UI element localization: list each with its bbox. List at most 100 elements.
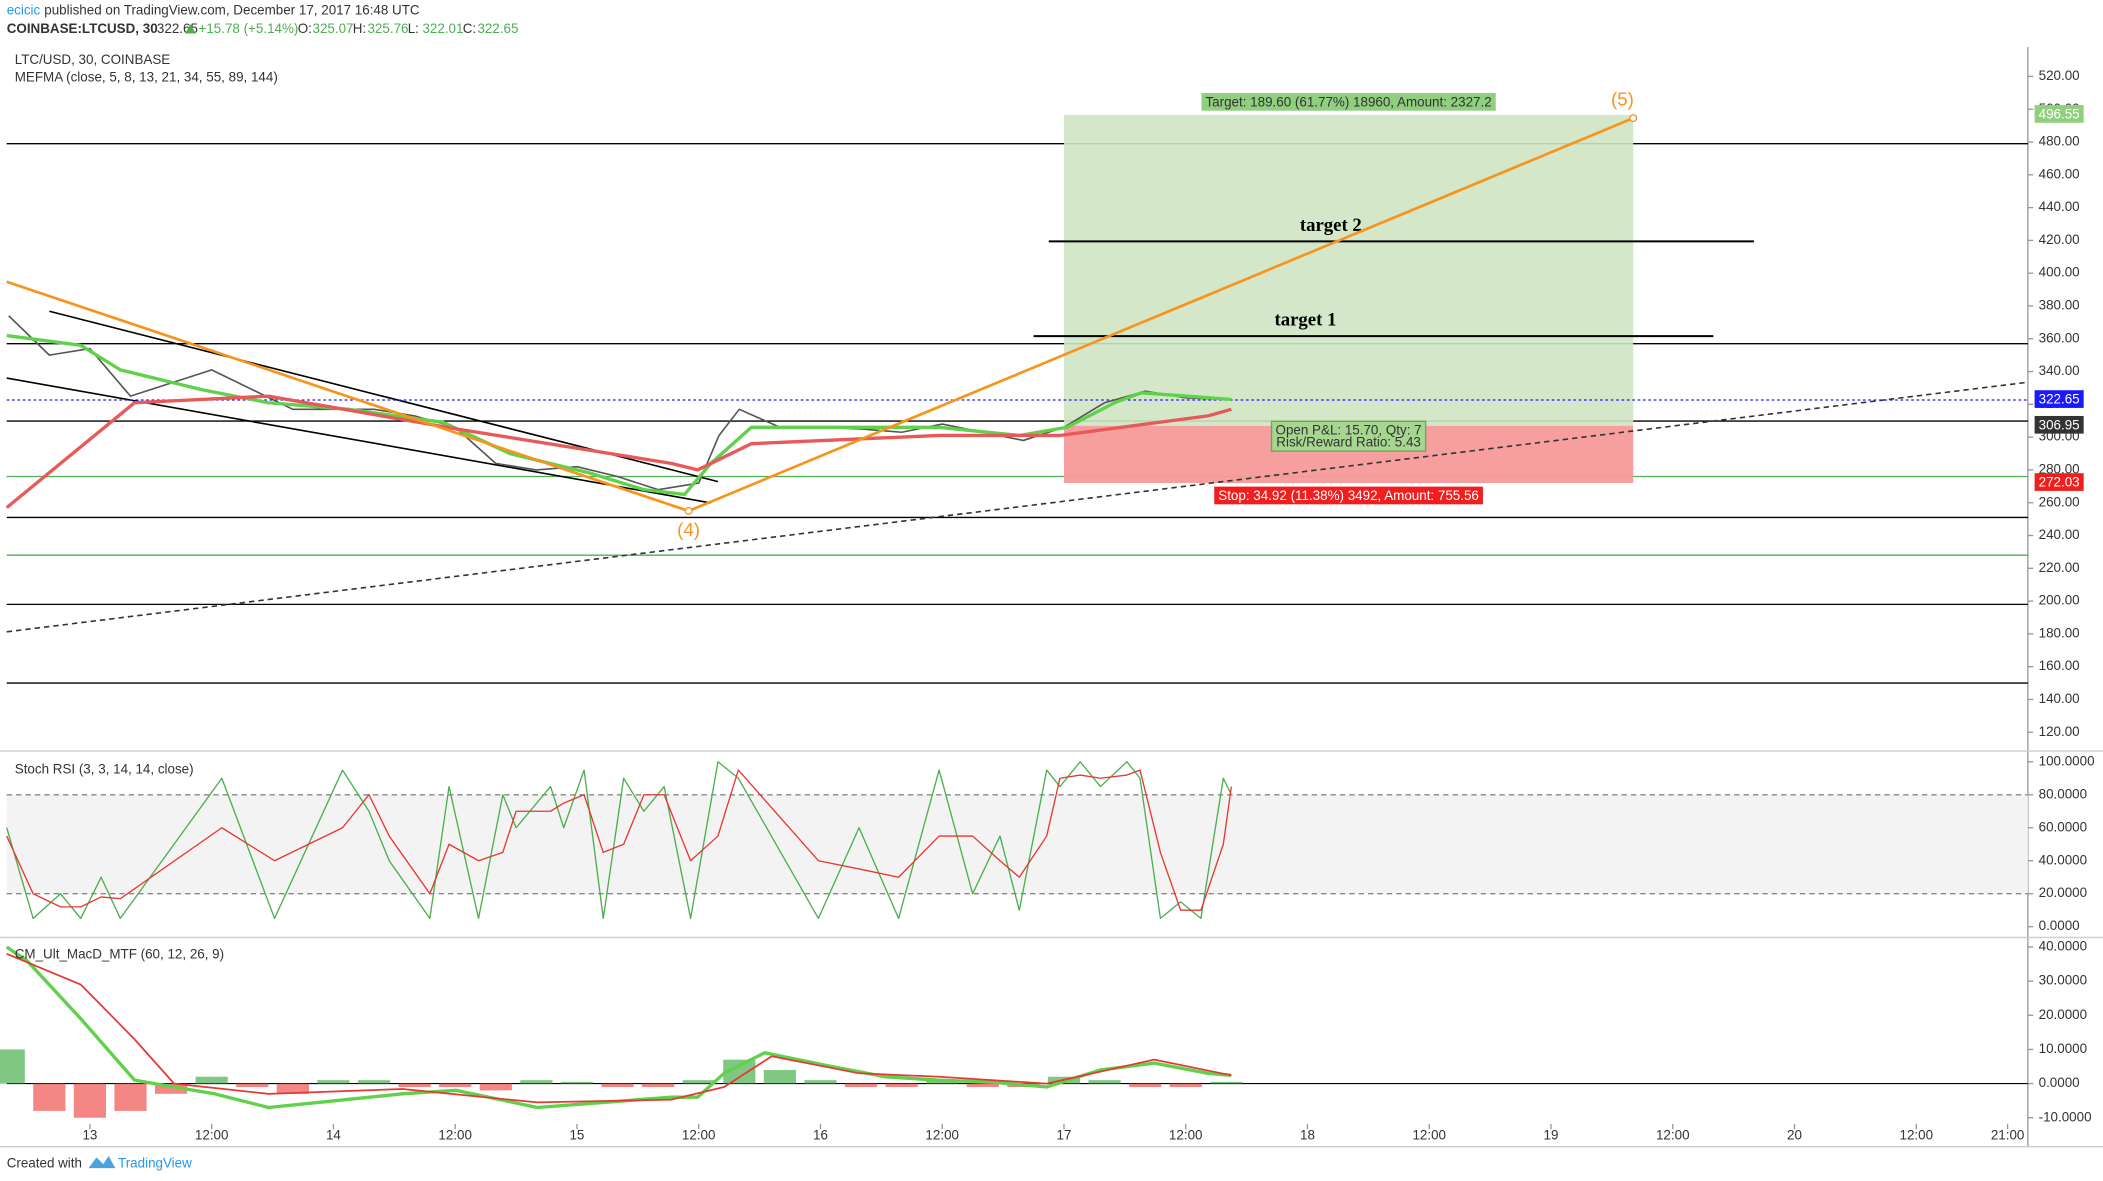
histogram-bar [966,1083,999,1087]
y-tick-label: 260.00 [2039,494,2080,509]
x-tick-label: 14 [326,1127,341,1142]
series-line [5,394,1232,509]
symbol: COINBASE:LTCUSD, 30 [7,21,158,36]
histogram-bar [73,1083,107,1118]
x-tick-label: 16 [813,1127,828,1142]
x-tick-label: 21:00 [1991,1127,2025,1142]
x-tick-label: 13 [82,1127,97,1142]
label-box [2034,415,2084,434]
histogram-bar [154,1083,188,1094]
y-tick-label: 200.00 [2039,593,2080,608]
x-tick-label: 12:00 [682,1127,716,1142]
target-label: target 1 [1274,310,1336,331]
panel-title: CM_Ult_MacD_MTF (60, 12, 26, 9) [15,946,224,961]
histogram-bar [1210,1081,1243,1084]
x-tick-label: 12:00 [1412,1127,1446,1142]
ohlc-key: C: [463,21,476,36]
ohlc-value: 325.07 [312,21,353,36]
author[interactable]: ecicic [7,2,41,17]
series-line [6,953,1232,1104]
stop-label: Stop: 34.92 (11.38%) 3492, Amount: 755.5… [1218,488,1479,503]
histogram-bar [236,1083,269,1087]
panel-subtitle: MEFMA (close, 5, 8, 13, 21, 34, 55, 89, … [15,69,278,84]
y-tick-label: 0.0000 [2039,1075,2080,1090]
panel-title: Stoch RSI (3, 3, 14, 14, close) [15,761,194,776]
y-tick-label: 400.00 [2039,265,2080,280]
histogram-bar [844,1083,878,1087]
x-tick-label: 20 [1787,1127,1802,1142]
target-label: Target: 189.60 (61.77%) 18960, Amount: 2… [1205,94,1491,109]
x-tick-label: 12:00 [195,1127,229,1142]
y-tick-label: 60.0000 [2039,819,2087,834]
label-box [2034,390,2084,408]
x-tick-label: 15 [569,1127,584,1142]
histogram-bar [804,1080,837,1084]
y-tick-label: 420.00 [2039,232,2080,247]
histogram-bar [357,1080,391,1084]
footer-created: Created with [7,1156,82,1171]
y-tick-label: 80.0000 [2039,786,2087,801]
histogram-bar [276,1083,309,1094]
y-tick-label: 340.00 [2039,363,2080,378]
histogram-bar [520,1080,553,1084]
ohlc-value: 325.76 [367,21,408,36]
up-icon [185,24,196,34]
series-line [8,315,1227,491]
y-tick-label: 0.0000 [2039,918,2080,933]
target-label: target 2 [1300,215,1362,236]
histogram-bar [560,1081,594,1084]
x-tick-label: 17 [1057,1127,1072,1142]
label-box [1214,486,1483,505]
histogram-bar [682,1080,715,1084]
histogram-bar [439,1083,472,1087]
price-tag: 272.03 [2039,475,2080,490]
y-tick-label: 440.00 [2039,199,2080,214]
series-line [6,761,1232,920]
y-tick-label: 40.0000 [2039,852,2087,867]
footer-brand[interactable]: TradingView [118,1156,192,1171]
label-box [1201,93,1496,111]
histogram-bar [885,1083,918,1087]
histogram-bar [642,1083,675,1087]
trendline [6,381,2028,633]
published-note: published on TradingView.com, December 1… [44,2,420,17]
price-tag: 306.95 [2039,417,2080,432]
ohlc-value: 322.01 [422,21,463,36]
series-line [6,769,1233,911]
histogram-bar [763,1069,796,1084]
wave-point [1629,114,1638,123]
wave-label: (4) [677,519,700,540]
x-tick-label: 12:00 [1899,1127,1933,1142]
logo [88,1156,116,1169]
y-tick-label: 140.00 [2039,691,2080,706]
y-tick-label: 100.0000 [2039,753,2095,768]
histogram-bar [398,1083,431,1087]
y-tick-label: 180.00 [2039,625,2080,640]
y-tick-label: 520.00 [2039,68,2080,83]
y-tick-label: 360.00 [2039,330,2080,345]
y-tick-label: 280.00 [2039,461,2080,476]
y-tick-label: 10.0000 [2039,1041,2087,1056]
x-tick-label: 12:00 [438,1127,472,1142]
band [6,794,2028,894]
price-tag: 496.55 [2039,106,2080,121]
x-tick-label: 12:00 [925,1127,959,1142]
ohlc-value: 322.65 [477,21,518,36]
wave-label: (5) [1611,89,1634,110]
y-tick-label: 220.00 [2039,560,2080,575]
label-box [1270,420,1427,452]
ohlc-key: H: [353,21,366,36]
y-tick-label: 240.00 [2039,527,2080,542]
y-tick-label: -10.0000 [2039,1109,2092,1124]
profit-zone [1063,114,1634,426]
y-tick-label: 20.0000 [2039,885,2087,900]
histogram-bar [114,1083,147,1111]
histogram-bar [479,1083,512,1091]
histogram-bar [33,1083,66,1111]
x-tick-label: 12:00 [1656,1127,1690,1142]
wave-point [684,506,693,515]
panel-title: LTC/USD, 30, COINBASE [15,52,171,67]
